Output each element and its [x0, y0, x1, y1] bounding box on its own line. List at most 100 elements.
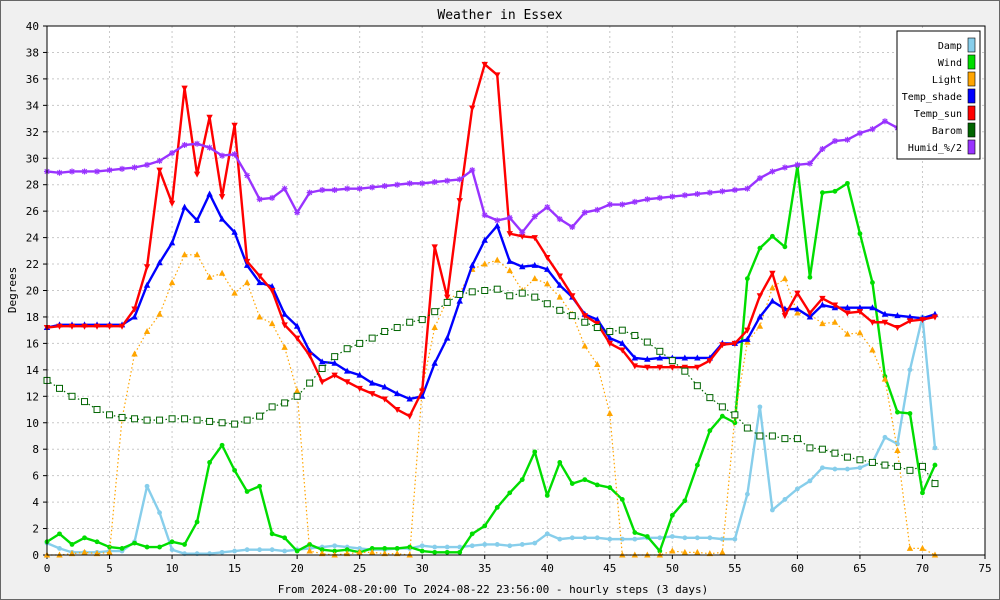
data-point — [368, 334, 376, 342]
data-point — [569, 481, 575, 486]
data-point — [231, 289, 238, 296]
y-tick-label: 28 — [26, 179, 39, 192]
data-point — [431, 179, 438, 186]
data-point — [306, 547, 313, 554]
data-point — [81, 398, 89, 406]
data-point — [318, 379, 326, 386]
data-point — [381, 396, 388, 403]
data-point — [219, 549, 225, 555]
data-point — [256, 273, 263, 280]
data-point — [807, 478, 813, 484]
data-point — [132, 540, 137, 546]
data-point — [719, 548, 726, 555]
data-point — [506, 267, 513, 274]
data-point — [557, 536, 563, 542]
data-point — [844, 330, 851, 337]
data-point — [706, 189, 713, 196]
data-point — [194, 140, 201, 147]
data-point — [393, 390, 401, 397]
data-point — [906, 466, 914, 474]
x-tick-label: 75 — [978, 562, 991, 575]
data-point — [619, 497, 625, 502]
data-point — [81, 323, 88, 330]
data-point — [168, 239, 176, 246]
data-point — [569, 293, 576, 300]
data-point — [694, 354, 701, 361]
data-point — [332, 548, 338, 554]
data-point — [168, 415, 176, 423]
data-point — [57, 531, 62, 537]
x-tick-label: 5 — [106, 562, 113, 575]
data-point — [869, 346, 876, 353]
data-point — [181, 203, 188, 210]
data-point — [244, 547, 250, 553]
data-point — [806, 160, 813, 167]
data-point — [144, 483, 150, 489]
data-point — [281, 185, 288, 192]
data-point — [268, 320, 276, 327]
data-point — [518, 289, 526, 297]
data-point — [232, 467, 238, 473]
data-point — [306, 352, 313, 359]
data-point — [119, 165, 126, 172]
data-point — [156, 157, 163, 164]
data-point — [519, 542, 525, 547]
data-point — [219, 152, 226, 159]
data-point — [582, 535, 588, 541]
data-point — [181, 415, 189, 423]
data-point — [707, 535, 713, 541]
data-point — [819, 295, 826, 302]
data-point — [444, 177, 451, 184]
data-point — [469, 543, 475, 549]
data-point — [881, 319, 889, 326]
data-point — [744, 335, 751, 342]
data-point — [744, 491, 750, 497]
data-point — [694, 535, 700, 541]
data-point — [94, 539, 100, 545]
data-point — [156, 416, 164, 424]
data-point — [481, 236, 488, 243]
x-tick-label: 65 — [853, 562, 866, 575]
data-point — [269, 531, 275, 537]
series-line — [46, 164, 937, 554]
data-point — [831, 318, 839, 325]
data-point — [293, 387, 301, 394]
data-point — [732, 420, 738, 426]
data-point — [56, 323, 63, 330]
data-point — [781, 313, 789, 320]
data-point — [845, 466, 850, 472]
data-point — [431, 324, 438, 331]
data-point — [319, 547, 325, 553]
data-point — [444, 294, 451, 301]
legend-label: Light — [932, 75, 962, 86]
data-point — [206, 190, 213, 197]
data-point — [519, 477, 525, 483]
data-point — [368, 391, 376, 398]
y-tick-label: 10 — [26, 417, 39, 430]
data-point — [106, 323, 113, 330]
data-point — [657, 548, 663, 554]
data-point — [406, 318, 414, 326]
data-point — [819, 301, 826, 308]
data-point — [481, 212, 488, 219]
data-point — [606, 409, 613, 416]
data-point — [706, 358, 714, 365]
data-point — [468, 288, 476, 296]
data-point — [856, 304, 864, 311]
data-point — [218, 419, 226, 427]
data-point — [368, 379, 376, 386]
data-point — [732, 536, 738, 542]
data-point — [281, 322, 288, 329]
data-point — [868, 458, 876, 466]
data-point — [306, 379, 314, 387]
data-point — [282, 548, 288, 554]
data-point — [457, 544, 463, 550]
data-point — [481, 61, 488, 68]
series-line — [46, 63, 936, 418]
data-point — [69, 168, 76, 175]
data-point — [656, 194, 663, 201]
data-point — [469, 531, 475, 537]
legend-label: Temp_shade — [902, 92, 962, 103]
x-tick-label: 60 — [791, 562, 804, 575]
x-tick-label: 55 — [728, 562, 741, 575]
